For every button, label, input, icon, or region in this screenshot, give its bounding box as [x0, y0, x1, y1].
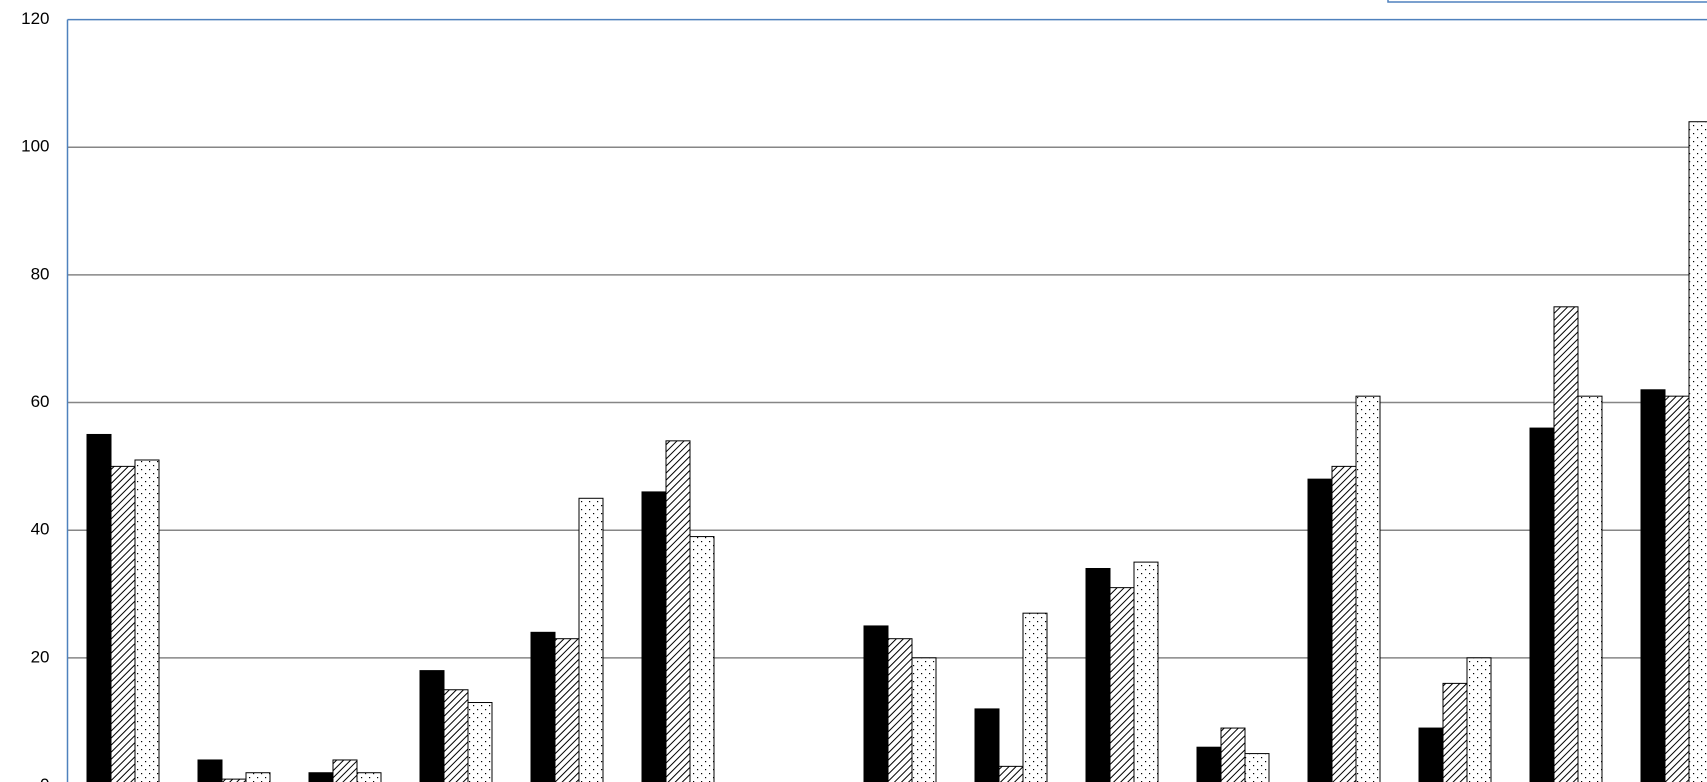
- bar: [197, 759, 223, 782]
- bar: [1307, 478, 1333, 782]
- bar: [1196, 746, 1222, 782]
- bar: [134, 459, 160, 782]
- bar: [863, 625, 889, 782]
- bar: [998, 765, 1024, 782]
- bar: [1085, 567, 1111, 782]
- bar: [332, 759, 358, 782]
- bar: [530, 631, 556, 782]
- y-tick-label: 80: [31, 264, 50, 283]
- bar: [641, 491, 667, 782]
- y-tick-label: 0: [40, 775, 49, 782]
- bar: [1466, 657, 1492, 782]
- legend-box: [1387, 0, 1707, 3]
- bar: [689, 536, 715, 782]
- bar: [245, 772, 271, 782]
- bar: [1577, 395, 1603, 782]
- bar: [578, 497, 604, 782]
- bar: [443, 689, 469, 782]
- bar: [1688, 121, 1707, 782]
- bar: [110, 465, 136, 782]
- bar: [1553, 306, 1579, 782]
- bar: [665, 440, 691, 782]
- bar: [86, 433, 112, 782]
- bar: [308, 772, 334, 782]
- bar: [221, 778, 247, 782]
- bar: [1244, 753, 1270, 782]
- bar: [1331, 465, 1357, 782]
- bar: [974, 708, 1000, 782]
- bar: [1355, 395, 1381, 782]
- bar: [1220, 727, 1246, 782]
- bar: [1529, 427, 1555, 782]
- bar: [887, 638, 913, 782]
- y-tick-label: 20: [31, 647, 50, 666]
- bar: [1442, 682, 1468, 782]
- bar: [467, 702, 493, 782]
- bar: [1664, 395, 1690, 782]
- bar: [911, 657, 937, 782]
- bar: [1022, 612, 1048, 782]
- bar: [1133, 561, 1159, 782]
- bar: [419, 670, 445, 782]
- bar: [554, 638, 580, 782]
- y-tick-label: 60: [31, 392, 50, 411]
- y-tick-label: 120: [21, 9, 49, 28]
- bar: [1640, 389, 1666, 782]
- y-tick-label: 100: [21, 137, 49, 156]
- bar: [356, 772, 382, 782]
- bar: [1418, 727, 1444, 782]
- y-tick-label: 40: [31, 520, 50, 539]
- bar: [1109, 587, 1135, 782]
